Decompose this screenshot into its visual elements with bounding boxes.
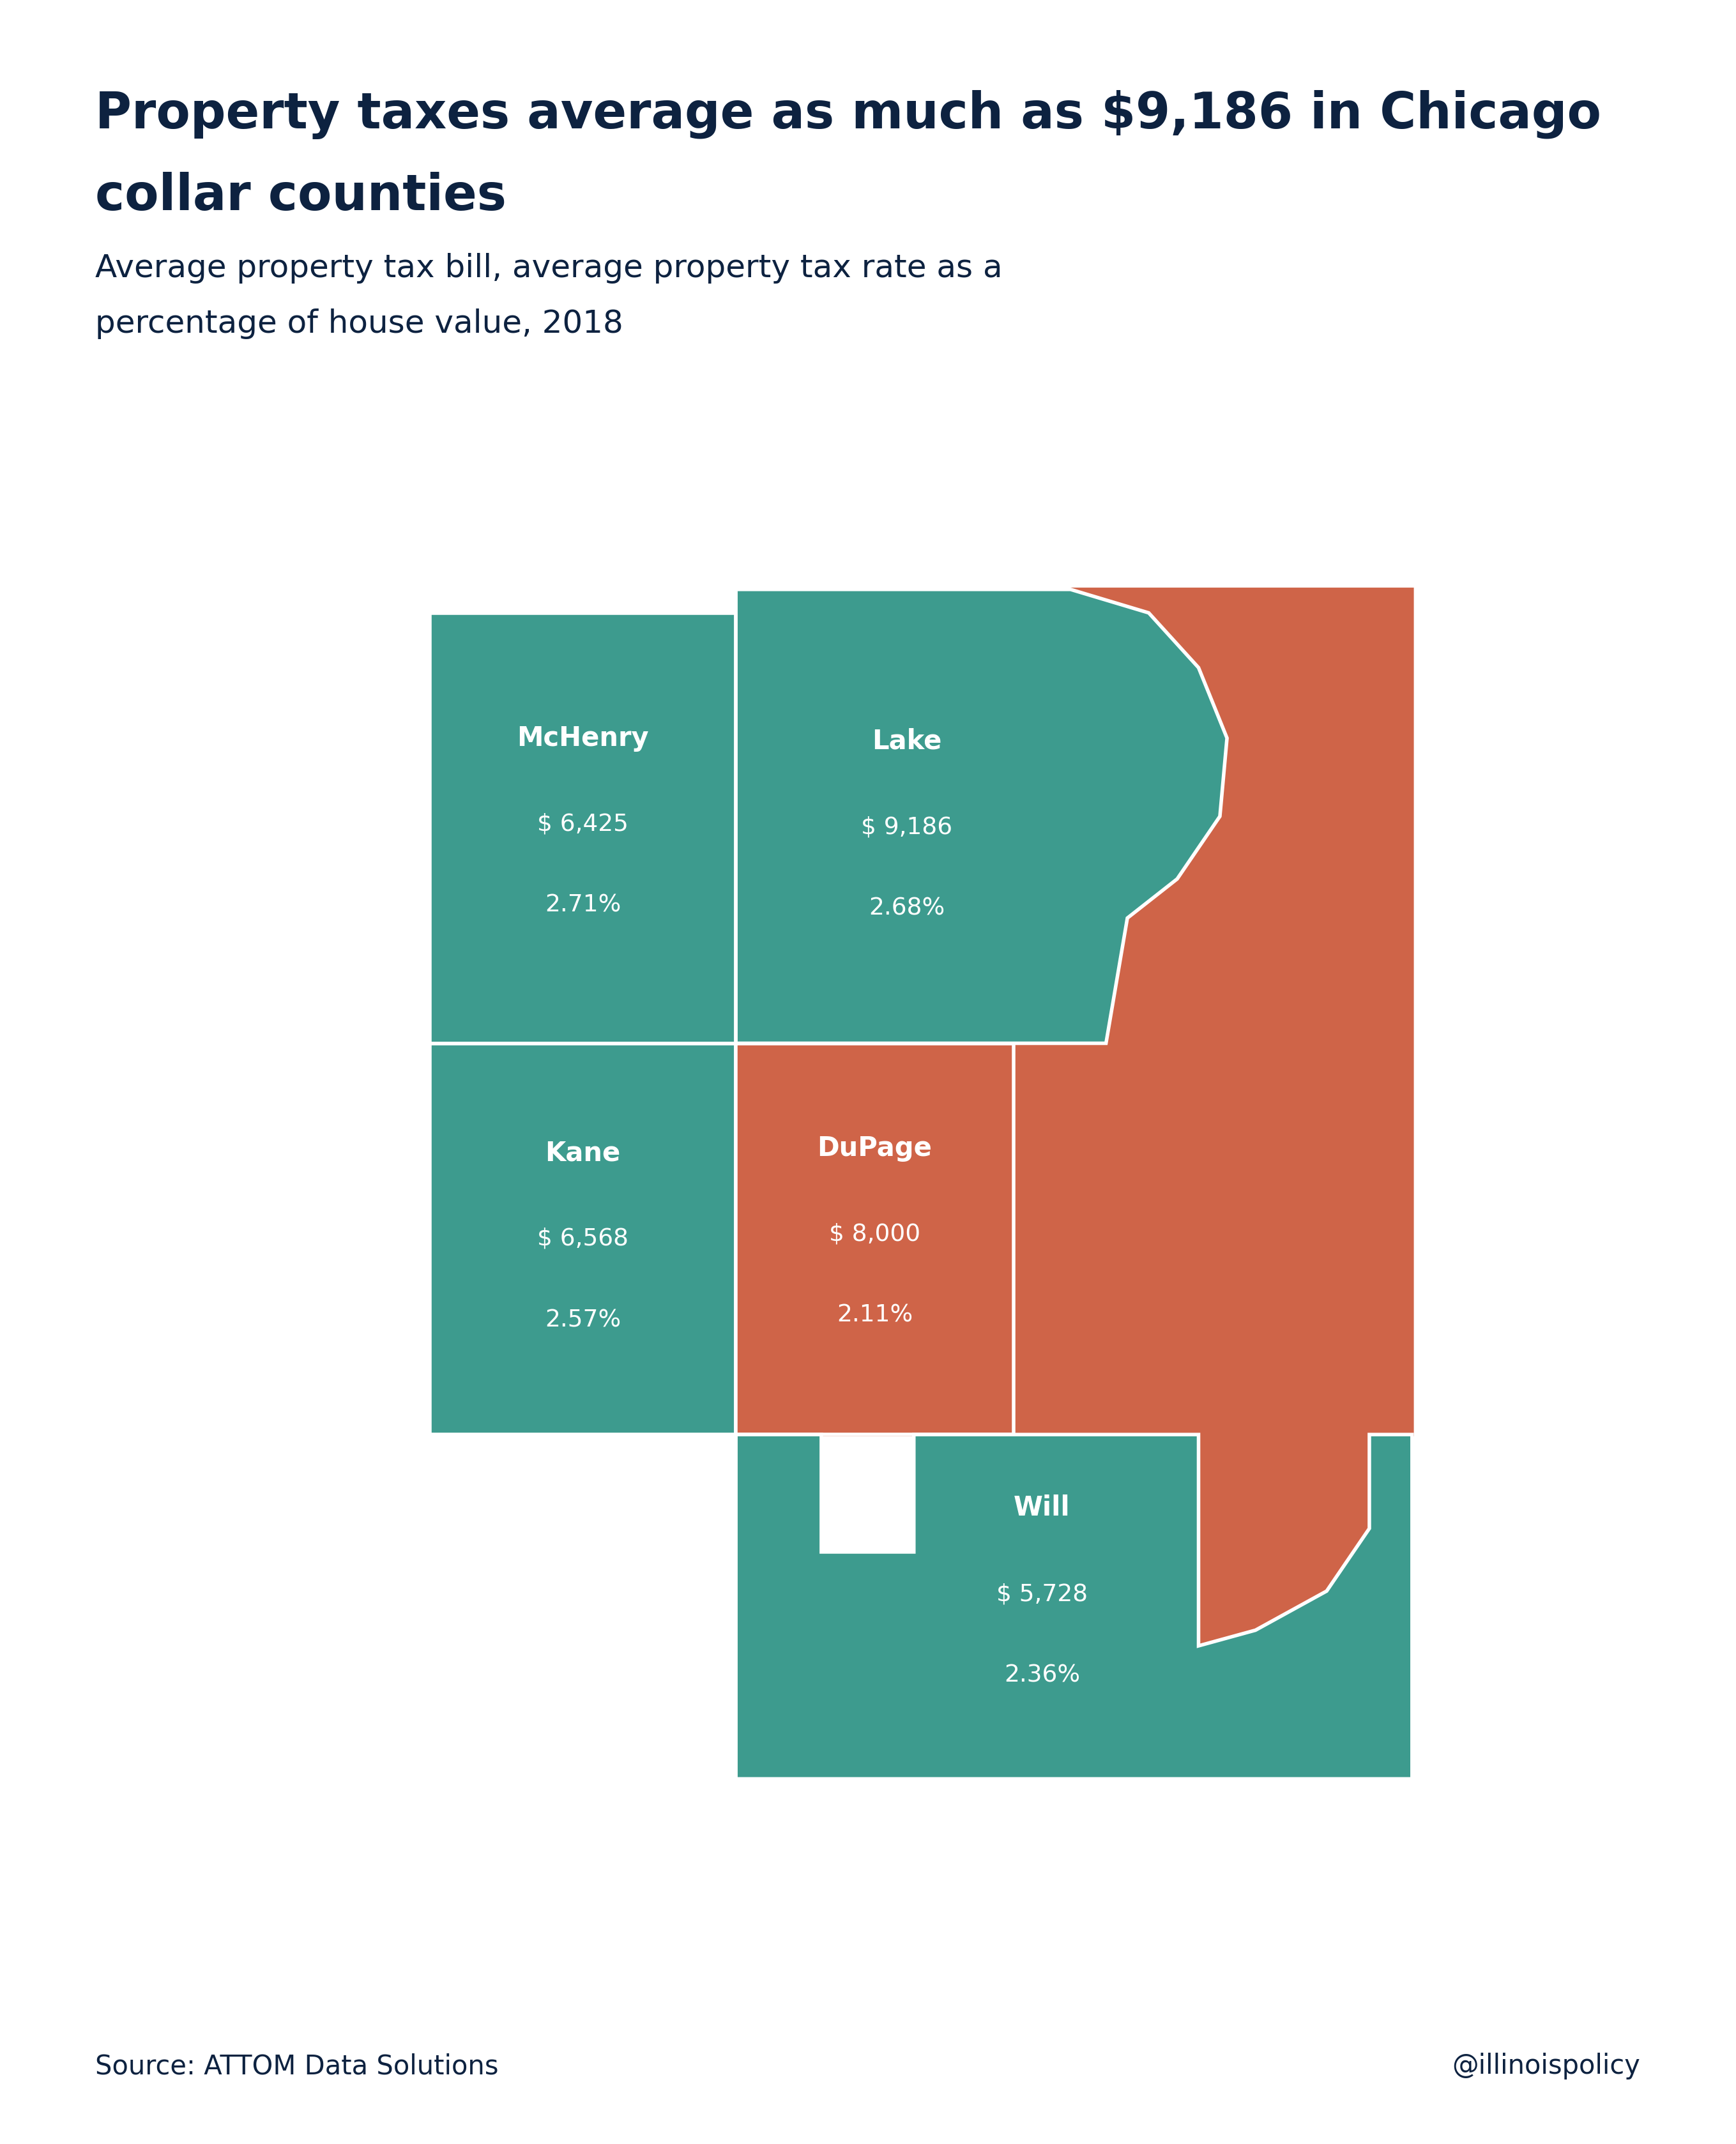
Polygon shape (431, 1044, 736, 1434)
Polygon shape (736, 1044, 1014, 1434)
Text: $ 8,000: $ 8,000 (830, 1222, 920, 1246)
Text: 2.36%: 2.36% (1003, 1664, 1080, 1687)
Text: 2.71%: 2.71% (545, 894, 621, 918)
Polygon shape (736, 1434, 1411, 1780)
Polygon shape (431, 613, 736, 1044)
Polygon shape (736, 590, 1411, 1647)
Text: @illinoispolicy: @illinoispolicy (1453, 2052, 1641, 2080)
Text: Average property tax bill, average property tax rate as a: Average property tax bill, average prope… (95, 253, 1003, 283)
Text: $ 9,186: $ 9,186 (861, 815, 953, 838)
Text: 2.11%: 2.11% (837, 1304, 913, 1327)
Text: 2.68%: 2.68% (868, 896, 944, 920)
Text: $ 6,425: $ 6,425 (536, 813, 628, 836)
Text: Kane: Kane (545, 1138, 621, 1166)
Text: $ 5,728: $ 5,728 (996, 1582, 1088, 1606)
Text: 2.57%: 2.57% (545, 1308, 621, 1331)
Text: Source: ATTOM Data Solutions: Source: ATTOM Data Solutions (95, 2052, 498, 2080)
Text: percentage of house value, 2018: percentage of house value, 2018 (95, 309, 623, 339)
Text: Lake: Lake (871, 727, 941, 755)
Text: McHenry: McHenry (517, 725, 649, 753)
Text: DuPage: DuPage (818, 1134, 932, 1162)
Text: Will: Will (1014, 1494, 1071, 1522)
Polygon shape (736, 590, 1227, 1044)
Text: $ 6,568: $ 6,568 (536, 1226, 628, 1250)
Text: collar counties: collar counties (95, 172, 507, 221)
Text: Property taxes average as much as $9,186 in Chicago: Property taxes average as much as $9,186… (95, 90, 1602, 139)
